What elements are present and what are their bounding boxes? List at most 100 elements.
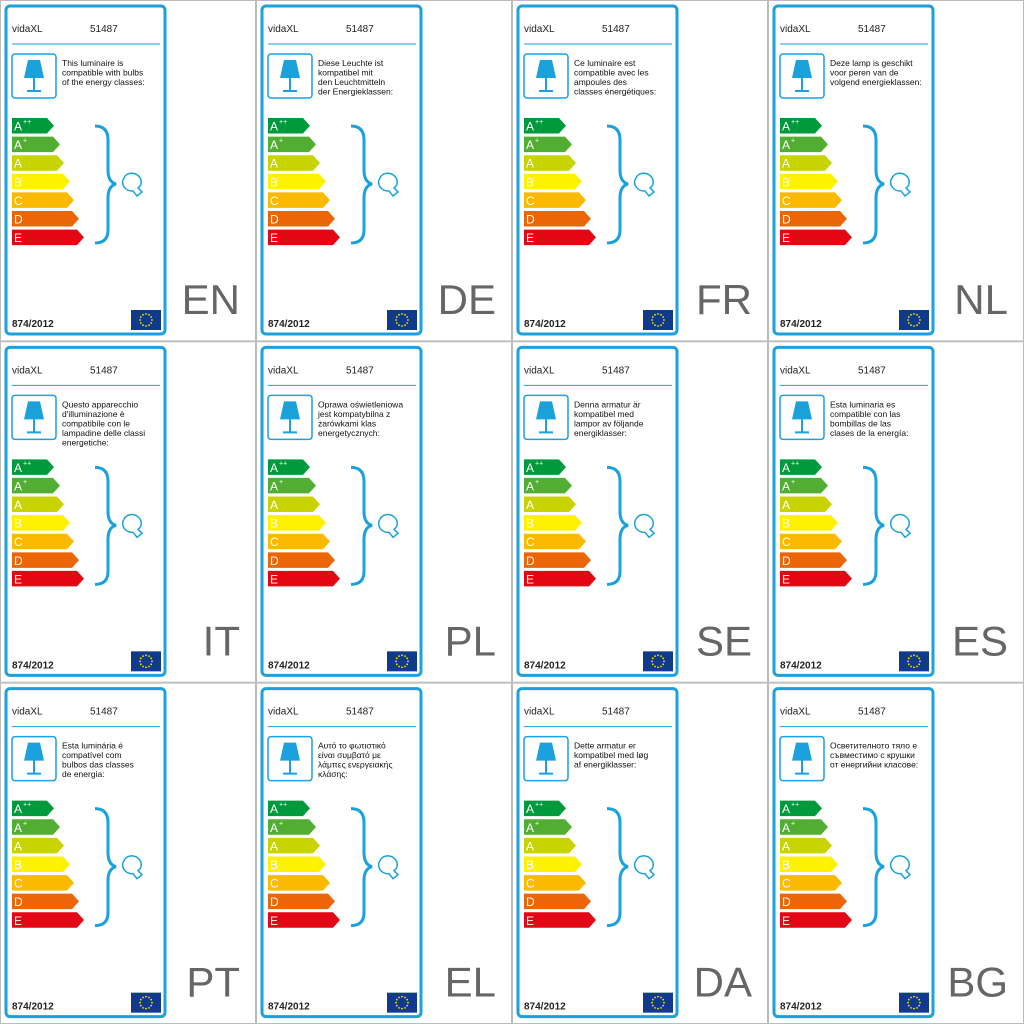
energy-class-letter: B bbox=[270, 858, 278, 872]
energy-class-arrow bbox=[780, 477, 828, 494]
energy-class-letter: B bbox=[270, 517, 278, 531]
energy-class-arrow bbox=[268, 211, 335, 227]
lamp-icon bbox=[536, 742, 556, 775]
energy-class-arrow bbox=[12, 477, 60, 494]
model: 51487 bbox=[858, 24, 886, 35]
energy-class-arrow bbox=[12, 496, 64, 513]
description-line: Dette armatur er bbox=[574, 741, 636, 751]
eu-star bbox=[910, 655, 912, 658]
eu-star bbox=[663, 319, 665, 321]
lamp-icon bbox=[24, 60, 44, 92]
energy-class-letter: A bbox=[782, 157, 790, 171]
energy-class-letter: B bbox=[14, 175, 22, 189]
energy-class-letter: D bbox=[782, 213, 791, 227]
eu-star bbox=[401, 666, 403, 669]
model: 51487 bbox=[858, 365, 886, 376]
eu-star bbox=[404, 324, 406, 327]
energy-class-arrow bbox=[268, 118, 310, 134]
description-line: Oprawa oświetleniowa bbox=[318, 399, 403, 409]
eu-star bbox=[907, 663, 910, 666]
energy-class-sup: ++ bbox=[791, 460, 799, 467]
energy-class-letter: C bbox=[782, 877, 791, 891]
description-line: bulbos das classes bbox=[62, 760, 134, 770]
eu-star bbox=[913, 654, 915, 657]
eu-star bbox=[151, 660, 153, 663]
eu-star bbox=[401, 1007, 403, 1010]
brand: vidaXL bbox=[12, 24, 43, 35]
model: 51487 bbox=[346, 365, 374, 376]
eu-flag bbox=[899, 651, 929, 672]
energy-class-arrow bbox=[12, 819, 60, 835]
energy-class-letter: A bbox=[14, 498, 22, 512]
bulb-icon bbox=[633, 855, 656, 880]
eu-star bbox=[142, 324, 144, 327]
energy-class-letter: D bbox=[270, 895, 279, 909]
energy-class-letter: A bbox=[270, 120, 278, 134]
energy-class-arrow bbox=[12, 136, 60, 153]
energy-class-sup: ++ bbox=[791, 802, 799, 809]
model: 51487 bbox=[346, 707, 374, 718]
description-line: lampor av följande bbox=[574, 418, 644, 428]
label-frame bbox=[4, 4, 167, 336]
eu-star bbox=[406, 663, 409, 666]
eu-star bbox=[907, 1004, 910, 1007]
eu-star bbox=[148, 1006, 150, 1009]
language-code: EN bbox=[182, 276, 240, 323]
energy-class-arrow bbox=[268, 496, 320, 513]
energy-class-letter: A bbox=[526, 461, 534, 475]
eu-star bbox=[907, 319, 909, 321]
energy-class-arrow bbox=[780, 496, 832, 513]
energy-class-letter: A bbox=[782, 839, 790, 853]
bulb-icon bbox=[377, 172, 400, 198]
energy-class-arrow bbox=[780, 155, 832, 171]
bulb-icon bbox=[633, 172, 656, 198]
brace bbox=[350, 807, 373, 928]
energy-class-arrow bbox=[268, 173, 326, 190]
eu-star bbox=[145, 995, 147, 998]
language-code: FR bbox=[696, 276, 752, 323]
brace bbox=[94, 124, 117, 245]
eu-star bbox=[395, 319, 397, 321]
energy-class-arrow bbox=[780, 136, 828, 153]
energy-class-letter: D bbox=[14, 895, 23, 909]
description-line: compatible con las bbox=[830, 409, 900, 419]
description-line: kompatibel mit bbox=[318, 68, 373, 78]
eu-star bbox=[907, 1001, 909, 1004]
lamp-icon-box bbox=[779, 53, 825, 99]
eu-star bbox=[916, 665, 918, 668]
description-line: kompatibel med løg bbox=[574, 750, 648, 760]
eu-star bbox=[395, 998, 398, 1001]
eu-star bbox=[907, 998, 910, 1001]
eu-star bbox=[404, 665, 406, 668]
energy-class-arrow bbox=[268, 477, 316, 494]
energy-label-cell: vidaXL 51487 Осветителното тяло есъвместим… bbox=[768, 682, 1024, 1024]
energy-class-arrow bbox=[268, 459, 310, 475]
regulation: 874/2012 bbox=[780, 1002, 822, 1013]
label-frame bbox=[516, 345, 679, 677]
eu-star bbox=[151, 319, 153, 321]
eu-star bbox=[401, 325, 403, 327]
lamp-icon-box bbox=[11, 394, 57, 441]
bulb-icon bbox=[889, 513, 912, 539]
eu-star bbox=[916, 313, 918, 316]
energy-class-letter: A bbox=[526, 839, 534, 853]
eu-star bbox=[398, 996, 400, 999]
energy-class-letter: E bbox=[782, 572, 790, 586]
energy-class-letter: E bbox=[14, 231, 22, 245]
eu-star bbox=[913, 325, 915, 327]
eu-star bbox=[150, 663, 153, 666]
label-frame bbox=[4, 345, 167, 677]
eu-star bbox=[150, 316, 153, 318]
energy-class-arrow bbox=[524, 875, 586, 891]
energy-class-letter: D bbox=[526, 554, 535, 568]
eu-star bbox=[139, 322, 142, 324]
brace bbox=[606, 124, 629, 245]
energy-class-letter: A bbox=[526, 821, 534, 835]
eu-star bbox=[910, 665, 912, 668]
model: 51487 bbox=[90, 24, 118, 35]
energy-class-sup: ++ bbox=[535, 119, 543, 126]
energy-class-letter: C bbox=[270, 194, 279, 208]
energy-class-arrow bbox=[268, 136, 316, 153]
eu-star bbox=[651, 1001, 653, 1004]
lamp-icon bbox=[280, 742, 300, 775]
